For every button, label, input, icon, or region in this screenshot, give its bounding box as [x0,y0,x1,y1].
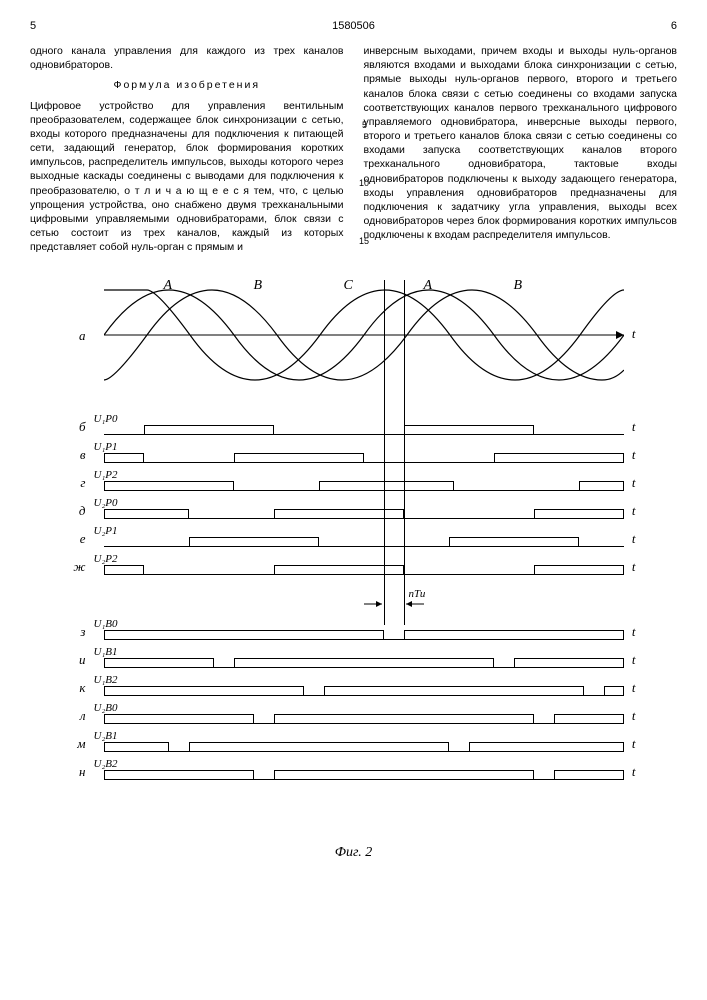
page-number-right: 6 [671,20,677,32]
time-label: t [632,680,636,696]
pulse [274,509,404,519]
timing-row: t [104,648,624,668]
time-label: t [632,764,636,780]
pulse [554,714,624,724]
row-label: в [64,447,86,463]
time-label: t [632,559,636,575]
time-label: t [632,475,636,491]
pulse [449,537,579,547]
pulse [104,481,234,491]
pulse [534,565,624,575]
pulse [104,630,384,640]
phase-label-b: B [254,278,263,294]
time-label: t [632,531,636,547]
row-label: г [64,475,86,491]
row-label-a: а [64,328,86,344]
intro-fragment: одного канала управления для каждого из … [30,44,344,72]
row-label: д [64,503,86,519]
row-label: л [64,708,86,724]
timing-row: t [104,471,624,491]
row-label: з [64,624,86,640]
timing-row: t [104,676,624,696]
pulse [604,686,624,696]
time-label: t [632,708,636,724]
figure-box: A B C A B t а nТи бU₁P0tвU [64,280,644,840]
pulse [469,742,624,752]
timing-row: t [104,760,624,780]
pulse [554,770,624,780]
row-label: б [64,419,86,435]
pulse [404,425,534,435]
pulse [534,509,624,519]
pulse [494,453,624,463]
three-phase-svg [104,280,624,390]
time-label: t [632,447,636,463]
right-body: инверсным выходами, причем входы и выход… [364,44,678,242]
phase-label-c: C [344,278,353,294]
time-label: t [632,419,636,435]
pulse [579,481,624,491]
pulse [234,453,364,463]
row-label: ж [64,559,86,575]
pulse [104,565,144,575]
left-column: одного канала управления для каждого из … [30,44,344,260]
timing-row: t [104,415,624,435]
pulse [189,742,449,752]
pulse [404,630,624,640]
phase-label-b2: B [514,278,523,294]
pulse [104,742,169,752]
pulse [104,509,189,519]
timing-row: t [104,443,624,463]
row-label: м [64,736,86,752]
figure-caption: Фиг. 2 [30,845,677,861]
text-columns: одного канала управления для каждого из … [30,44,677,260]
time-label: t [632,624,636,640]
phase-label-a: A [164,278,173,294]
pulse [324,686,584,696]
sine-wave-area: A B C A B t [104,280,624,390]
pulse [144,425,274,435]
row-label: и [64,652,86,668]
pulse [319,481,454,491]
figure-2: A B C A B t а nТи бU₁P0tвU [30,280,677,861]
timing-row: t [104,732,624,752]
pulse [104,686,304,696]
row-label: н [64,764,86,780]
time-label: t [632,736,636,752]
line-marker: 5 [362,120,367,130]
document-number: 1580506 [36,20,671,32]
timing-row: t [104,620,624,640]
timing-row: t [104,555,624,575]
pulse [104,453,144,463]
timing-row: t [104,499,624,519]
timing-row: t [104,527,624,547]
right-column: инверсным выходами, причем входы и выход… [364,44,678,260]
pulse [104,714,254,724]
pulse [274,565,404,575]
time-axis-label: t [632,326,636,342]
pulse [274,714,534,724]
pulse [104,770,254,780]
pulse [234,658,494,668]
timing-row: t [104,704,624,724]
header-row: 5 1580506 6 [30,20,677,32]
pulse [274,770,534,780]
pulse [189,537,319,547]
section-title: Формула изобретения [30,78,344,92]
pulse [104,658,214,668]
phase-label-a2: A [424,278,433,294]
row-label: к [64,680,86,696]
time-label: t [632,652,636,668]
line-marker: 15 [359,236,369,246]
left-body: Цифровое устройство для управления венти… [30,99,344,255]
ntau-arrows [364,598,424,610]
pulse [514,658,624,668]
time-label: t [632,503,636,519]
page-content: 5 1580506 6 одного канала управления для… [30,20,677,861]
row-label: е [64,531,86,547]
line-marker: 10 [359,178,369,188]
